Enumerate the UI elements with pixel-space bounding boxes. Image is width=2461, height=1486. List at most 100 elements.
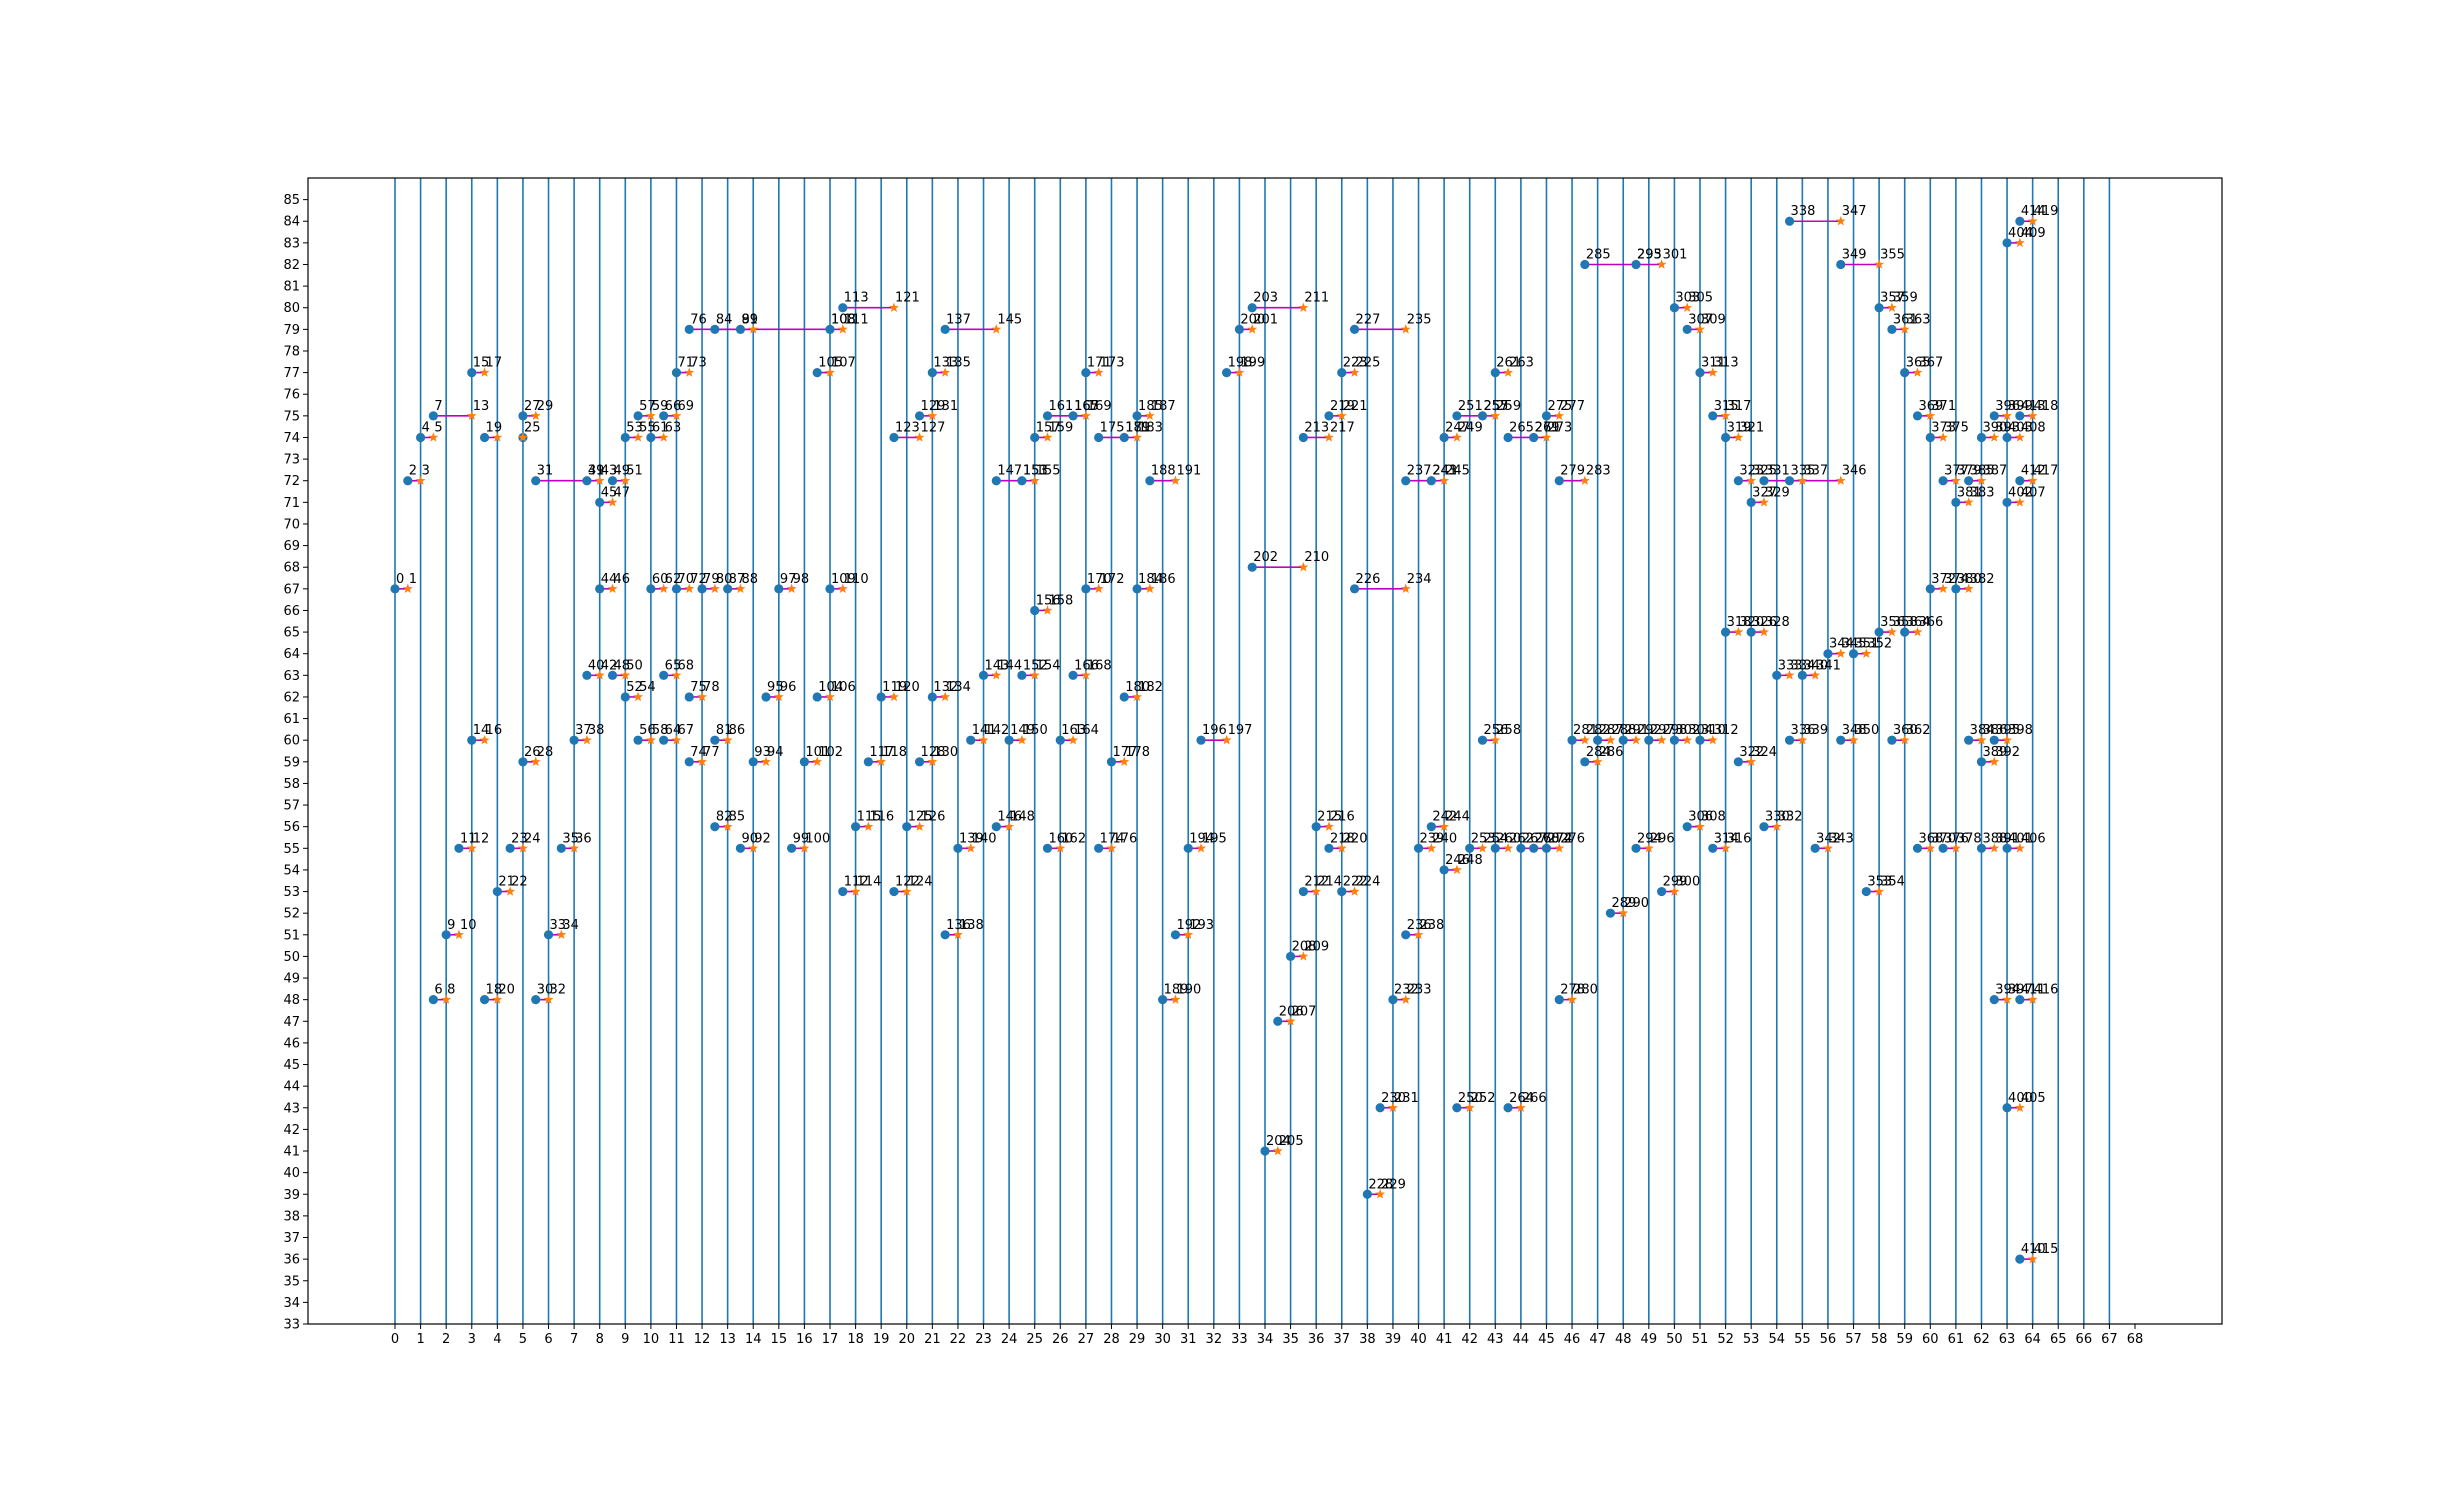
- end-point: [991, 324, 1002, 334]
- end-point: [1771, 821, 1782, 831]
- start-point: [1401, 930, 1411, 940]
- end-point: [1746, 475, 1757, 485]
- end-point: [1950, 843, 1961, 853]
- end-point: [1886, 302, 1897, 312]
- end-point: [2014, 843, 2025, 853]
- end-point: [697, 756, 707, 767]
- start-point: [1695, 735, 1705, 745]
- end-point: [1503, 843, 1514, 853]
- start-label: 291: [1624, 723, 1649, 738]
- start-point: [582, 476, 592, 486]
- start-label: 129: [921, 399, 946, 414]
- end-label: 120: [895, 680, 920, 695]
- start-point: [659, 735, 669, 745]
- start-label: 411: [2021, 983, 2046, 998]
- start-label: 70: [677, 572, 694, 587]
- start-label: 136: [946, 918, 971, 933]
- end-point: [1324, 821, 1334, 831]
- start-point: [2015, 216, 2025, 226]
- start-point: [1733, 757, 1743, 767]
- end-point: [428, 432, 439, 442]
- end-point: [1439, 475, 1450, 485]
- end-point: [748, 324, 759, 334]
- end-label: 151: [1023, 464, 1048, 479]
- x-tick-label: 46: [1564, 1332, 1581, 1347]
- start-label: 306: [1688, 810, 1713, 825]
- start-label: 284: [1586, 745, 1611, 760]
- start-label: 48: [614, 658, 631, 673]
- start-label: 369: [1919, 399, 1944, 414]
- start-label: 338: [1791, 204, 1816, 219]
- end-label: 67: [677, 723, 694, 738]
- start-point: [1593, 735, 1603, 745]
- end-point: [1963, 583, 1974, 594]
- x-tick-label: 53: [1743, 1332, 1760, 1347]
- end-label: 121: [895, 291, 920, 306]
- start-label: 242: [1432, 810, 1457, 825]
- end-label: 258: [1496, 723, 1521, 738]
- y-tick-label: 36: [283, 1253, 300, 1268]
- start-point: [1580, 259, 1590, 270]
- start-label: 93: [754, 745, 771, 760]
- end-label: 309: [1701, 312, 1726, 327]
- start-label: 295: [1637, 247, 1662, 262]
- end-label: 34: [562, 918, 579, 933]
- y-tick-label: 43: [283, 1101, 300, 1116]
- start-point: [1349, 324, 1360, 334]
- x-tick-label: 51: [1692, 1332, 1709, 1347]
- x-tick-label: 62: [1973, 1332, 1990, 1347]
- start-label: 274: [1547, 831, 1572, 846]
- x-tick-label: 15: [771, 1332, 788, 1347]
- start-point: [607, 670, 618, 680]
- start-label: 204: [1266, 1134, 1291, 1149]
- y-tick-label: 55: [283, 842, 300, 857]
- start-label: 401: [2008, 831, 2033, 846]
- start-point: [1541, 843, 1552, 853]
- start-label: 365: [1906, 356, 1931, 371]
- end-point: [1912, 626, 1923, 637]
- start-point: [1951, 584, 1961, 594]
- start-label: 163: [1061, 723, 1086, 738]
- end-label: 416: [2034, 983, 2059, 998]
- start-point: [543, 930, 554, 940]
- start-point: [1529, 432, 1539, 443]
- x-tick-label: 36: [1308, 1332, 1325, 1347]
- end-point: [863, 821, 874, 831]
- end-point: [2002, 994, 2012, 1004]
- x-tick-label: 6: [544, 1332, 552, 1347]
- end-label: 178: [1125, 745, 1150, 760]
- end-label: 386: [1982, 723, 2007, 738]
- y-tick-label: 77: [283, 366, 300, 381]
- end-point: [684, 583, 695, 594]
- start-point: [633, 411, 643, 421]
- end-point: [722, 734, 733, 745]
- start-point: [2015, 411, 2025, 421]
- y-tick-label: 63: [283, 669, 300, 684]
- end-point: [722, 821, 733, 831]
- start-point: [1644, 735, 1654, 745]
- end-point: [2027, 216, 2038, 226]
- start-point: [607, 476, 618, 486]
- end-label: 145: [997, 312, 1022, 327]
- start-label: 208: [1292, 939, 1317, 954]
- end-label: 195: [1202, 831, 1227, 846]
- y-tick-label: 41: [283, 1145, 300, 1160]
- start-point: [889, 886, 899, 897]
- end-point: [1950, 475, 1961, 485]
- end-label: 8: [447, 983, 455, 998]
- start-label: 61: [652, 420, 669, 435]
- y-tick-label: 72: [283, 474, 300, 489]
- start-point: [1989, 735, 1999, 745]
- end-label: 354: [1880, 875, 1905, 890]
- start-label: 384: [1970, 723, 1995, 738]
- end-point: [1170, 994, 1181, 1004]
- end-label: 28: [537, 745, 554, 760]
- end-point: [991, 670, 1002, 680]
- start-label: 287: [1599, 723, 1624, 738]
- x-tick-label: 30: [1154, 1332, 1171, 1347]
- x-tick-label: 64: [2024, 1332, 2041, 1347]
- start-point: [1094, 843, 1104, 853]
- start-point: [1580, 757, 1590, 767]
- start-label: 132: [933, 680, 958, 695]
- end-label: 217: [1330, 420, 1355, 435]
